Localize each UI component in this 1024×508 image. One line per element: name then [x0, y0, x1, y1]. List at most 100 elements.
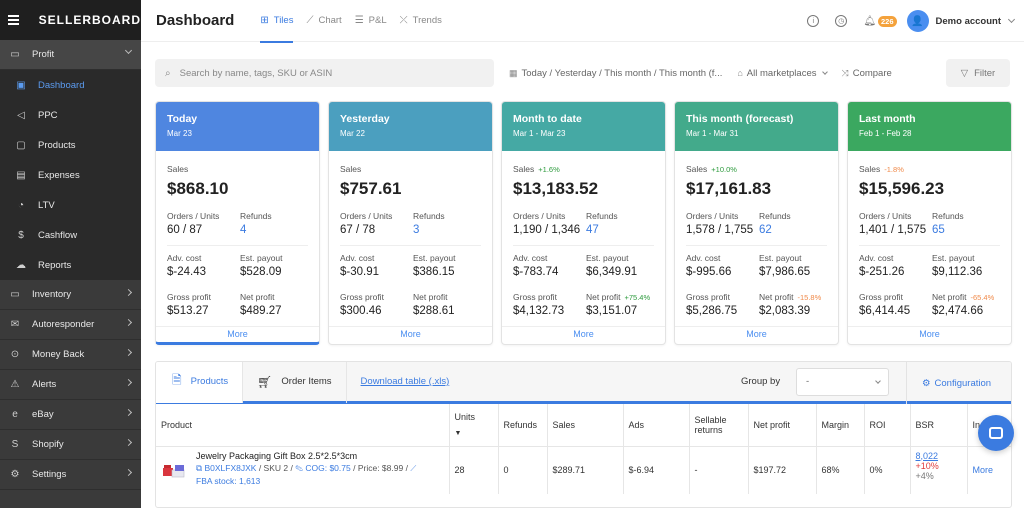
product-name[interactable]: Jewelry Packaging Gift Box 2.5*2.5*3cm [196, 450, 358, 461]
orders-units-label: Orders / Units [167, 211, 220, 221]
card-more-link[interactable]: More [746, 329, 767, 339]
refunds-value[interactable]: 62 [759, 224, 772, 236]
card-more-link[interactable]: More [919, 329, 940, 339]
period-card[interactable]: Last month Feb 1 - Feb 28 Sales -1.8% $15… [847, 101, 1012, 345]
period-select[interactable]: ▦ Today / Yesterday / This month / This … [509, 68, 722, 79]
sales-delta: -1.8% [884, 165, 904, 174]
gross-profit-label: Gross profit [859, 292, 903, 302]
card-more-link[interactable]: More [227, 329, 248, 339]
tab-tiles[interactable]: ⊞ Tiles [260, 0, 294, 43]
chevron-down-icon[interactable] [1007, 15, 1016, 24]
period-card[interactable]: This month (forecast) Mar 1 - Mar 31 Sal… [674, 101, 839, 345]
refunds-label: Refunds [413, 211, 445, 221]
sidebar-item-dashboard[interactable]: ▣ Dashboard [0, 70, 141, 100]
sidebar-item-cashflow[interactable]: $ Cashflow [0, 220, 141, 250]
col-units[interactable]: Units ▼ [449, 404, 499, 447]
tab-products[interactable]: 🗎︎ Products [156, 362, 244, 403]
col-bsr[interactable]: BSR [910, 404, 968, 447]
product-price: Price: $8.99 [357, 462, 404, 473]
avatar[interactable]: 👤 [906, 10, 929, 32]
row-more-link[interactable]: More [972, 465, 994, 476]
sidebar-item-products[interactable]: ▢ Products [0, 130, 141, 160]
tab-label: Products [190, 376, 229, 387]
copy-icon[interactable]: ⧉ [196, 462, 203, 473]
orders-units-value: 1,578 / 1,755 [686, 224, 754, 236]
sidebar-item-ltv[interactable]: ◔ LTV [0, 190, 141, 220]
col-roi[interactable]: ROI [864, 404, 911, 447]
col-net-profit[interactable]: Net profit [748, 404, 817, 447]
sidebar-item-money-back[interactable]: ⊙ Money Back [0, 340, 141, 370]
tab-trends[interactable]: ⤫ Trends [400, 0, 442, 42]
trend-icon[interactable]: ⟋ [410, 462, 417, 473]
sidebar-item-shopify[interactable]: S Shopify [0, 430, 141, 460]
account-name[interactable]: Demo account [935, 15, 1001, 27]
cell-ads: $-6.94 [623, 446, 690, 494]
sidebar-item-profit[interactable]: ▭ Profit [0, 40, 141, 70]
gear-icon: ⚙ [922, 377, 931, 389]
search-placeholder: Search by name, tags, SKU or ASIN [179, 67, 333, 79]
period-card[interactable]: Yesterday Mar 22 Sales $757.61 Orders / … [328, 101, 493, 345]
marketplace-select[interactable]: ⌂ All marketplaces [737, 68, 828, 79]
bell-icon[interactable]: 🔔︎ [863, 15, 877, 27]
notification-badge[interactable]: 226 [878, 15, 897, 27]
search-input[interactable]: ⌕ Search by name, tags, SKU or ASIN [155, 59, 494, 87]
refunds-label: Refunds [586, 211, 618, 221]
period-card[interactable]: Today Mar 23 Sales $868.10 Orders / Unit… [155, 101, 320, 345]
bsr-delta: +10% [915, 460, 939, 471]
col-refunds[interactable]: Refunds [498, 404, 548, 447]
period-card[interactable]: Month to date Mar 1 - Mar 23 Sales +1.6% … [501, 101, 666, 345]
col-ads[interactable]: Ads [623, 404, 690, 447]
tab-order-items[interactable]: 🛒︎ Order Items [243, 362, 347, 403]
net-profit-value: $489.27 [240, 305, 282, 317]
configuration-button[interactable]: ⚙ Configuration [906, 362, 1011, 404]
product-cog[interactable]: COG: $0.75 [305, 462, 351, 473]
refunds-value[interactable]: 65 [932, 224, 945, 236]
col-product[interactable]: Product [156, 404, 450, 447]
hamburger-menu-icon[interactable] [8, 15, 19, 25]
chat-button[interactable] [978, 415, 1014, 451]
sidebar-item-settings[interactable]: ⚙ Settings [0, 460, 141, 490]
search-icon: ⌕ [165, 67, 171, 79]
card-more-link[interactable]: More [400, 329, 421, 339]
compare-button[interactable]: ⤨ Compare [842, 68, 892, 79]
expenses-icon: ▤ [16, 169, 26, 181]
bsr-link[interactable]: 8,022 [915, 450, 939, 461]
col-margin[interactable]: Margin [816, 404, 865, 447]
col-sellable-returns[interactable]: Sellable returns [689, 404, 749, 447]
bsr-delta: +4% [915, 470, 934, 481]
group-by-value: - [806, 376, 810, 387]
sidebar-item-inventory[interactable]: ▭ Inventory [0, 280, 141, 310]
products-table: Product Units ▼ Refunds Sales Ads Sellab… [156, 404, 1011, 494]
clock-icon[interactable]: ◷ [835, 15, 848, 27]
sidebar-item-ebay[interactable]: e eBay [0, 400, 141, 430]
edit-icon[interactable]: ✎ [295, 462, 303, 473]
sidebar-item-label: PPC [38, 109, 58, 121]
net-profit-value: $2,474.66 [932, 305, 984, 317]
refunds-value[interactable]: 4 [240, 224, 247, 236]
reports-icon: ☁ [16, 259, 26, 271]
fba-stock[interactable]: FBA stock: 1,613 [196, 475, 261, 486]
download-table-link[interactable]: Download table (.xls) [360, 376, 450, 387]
filter-button[interactable]: ▽ Filter [946, 59, 1010, 87]
col-sales[interactable]: Sales [547, 404, 624, 447]
refunds-value[interactable]: 47 [586, 224, 599, 236]
tab-pl[interactable]: ☰ P&L [355, 0, 387, 42]
table-row[interactable]: Jewelry Packaging Gift Box 2.5*2.5*3cm ⧉… [156, 446, 1011, 494]
sidebar-item-ppc[interactable]: ◁ PPC [0, 100, 141, 130]
tab-chart[interactable]: ⟋ Chart [306, 0, 341, 42]
info-icon[interactable]: i [807, 15, 820, 27]
sidebar-item-expenses[interactable]: ▤ Expenses [0, 160, 141, 190]
group-by-select[interactable]: - [796, 368, 889, 396]
product-asin[interactable]: B0XLFX8JXK [204, 462, 257, 473]
refunds-value[interactable]: 3 [413, 224, 420, 236]
sales-value: $868.10 [167, 179, 229, 198]
page-title: Dashboard [156, 12, 235, 29]
sidebar-item-label: Money Back [32, 349, 85, 360]
card-more-link[interactable]: More [573, 329, 594, 339]
sidebar-item-alerts[interactable]: ⚠ Alerts [0, 370, 141, 400]
sidebar-item-label: Shopify [32, 439, 64, 450]
sidebar-item-reports[interactable]: ☁ Reports [0, 250, 141, 280]
sidebar-item-autoresponder[interactable]: ✉ Autoresponder [0, 310, 141, 340]
sidebar-item-label: Expenses [38, 169, 80, 181]
sidebar-item-label: Alerts [32, 379, 57, 390]
